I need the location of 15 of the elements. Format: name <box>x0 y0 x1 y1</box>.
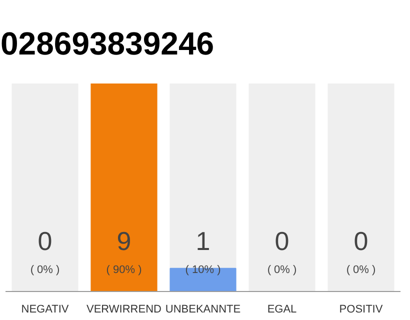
x-tick-label: EGAL <box>267 304 297 316</box>
data-label: 0 <box>274 226 290 256</box>
data-label: 0 <box>354 226 368 256</box>
annotation: ( 0% ) <box>267 264 297 276</box>
x-tick-label: POSITIV <box>339 304 384 316</box>
x-tick-label: NEGATIV <box>21 304 70 316</box>
annotation: ( 0% ) <box>346 264 376 276</box>
x-tick-label: UNBEKANNTE <box>165 304 241 316</box>
data-label: 0 <box>38 226 52 256</box>
data-label: 1 <box>196 226 210 256</box>
data-label: 9 <box>116 226 132 256</box>
annotation: ( 0% ) <box>30 264 60 276</box>
chart-title: 028693839246 <box>0 26 214 62</box>
annotation: ( 90% ) <box>106 264 142 276</box>
x-tick-label: VERWIRREND <box>86 304 162 316</box>
